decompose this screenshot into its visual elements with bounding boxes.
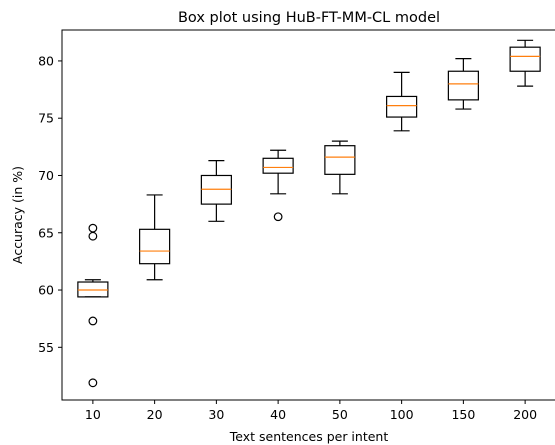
outlier-point <box>88 316 98 326</box>
y-tick-label: 70 <box>38 168 54 183</box>
plot-frame <box>61 29 555 401</box>
outlier-point <box>88 223 98 233</box>
box <box>386 95 418 118</box>
outlier-point <box>88 231 98 241</box>
y-tick-label: 60 <box>38 283 54 298</box>
box <box>509 46 541 72</box>
x-axis-label: Text sentences per intent <box>229 429 389 444</box>
x-tick-label: 30 <box>208 407 224 422</box>
outlier-point <box>273 212 283 222</box>
x-tick-label: 10 <box>85 407 101 422</box>
y-tick-label: 75 <box>38 111 54 126</box>
y-tick-label: 65 <box>38 225 54 240</box>
y-axis-label: Accuracy (in %) <box>10 166 25 264</box>
x-tick-label: 150 <box>451 407 475 422</box>
x-tick-label: 100 <box>390 407 414 422</box>
x-tick-label: 50 <box>332 407 348 422</box>
outlier-point <box>88 378 98 388</box>
y-tick-label: 55 <box>38 340 54 355</box>
plot-area: 55 60 65 70 75 80 10 20 30 40 50 100 150 200 <box>38 39 541 422</box>
x-tick-label: 200 <box>513 407 537 422</box>
chart-title: Box plot using HuB-FT-MM-CL model <box>178 10 440 26</box>
box <box>324 145 356 175</box>
x-tick-label: 40 <box>270 407 286 422</box>
box <box>262 157 294 174</box>
box <box>447 70 479 101</box>
y-tick-label: 80 <box>38 53 54 68</box>
box <box>139 228 171 265</box>
x-tick-label: 20 <box>147 407 163 422</box>
